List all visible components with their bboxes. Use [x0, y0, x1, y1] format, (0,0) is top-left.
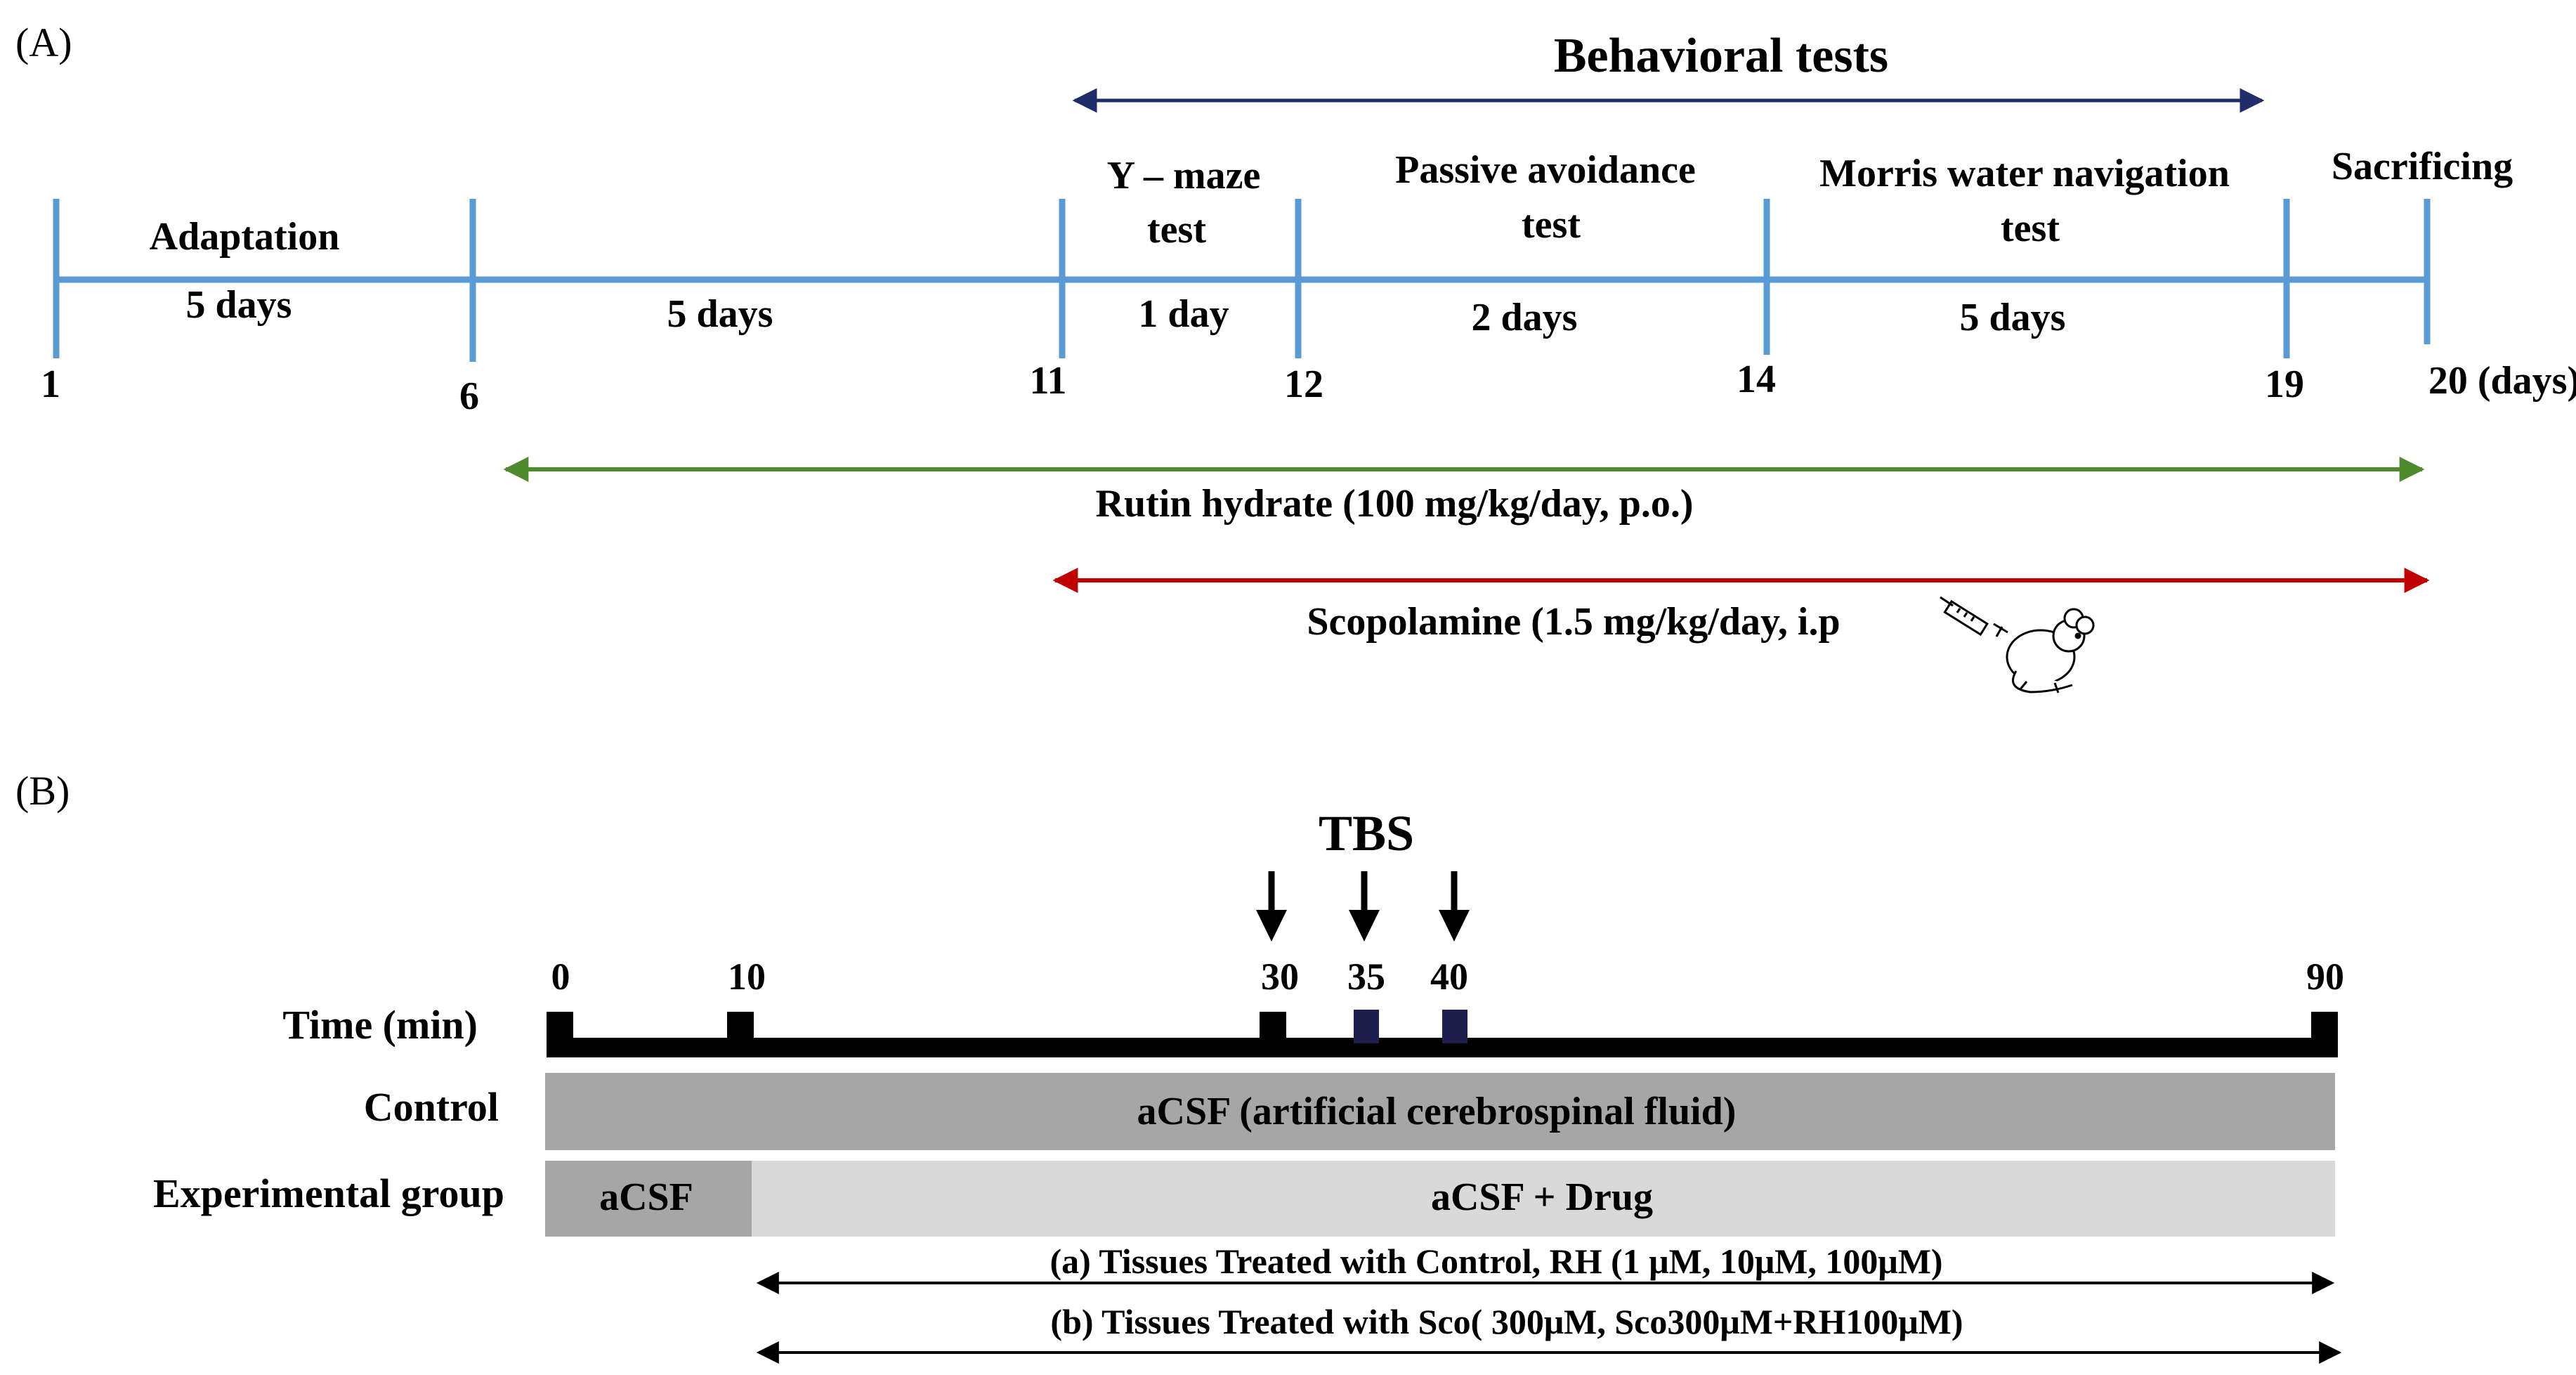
phase-passive-avoidance-label-1: Passive avoidance: [1395, 148, 1696, 192]
time-marker-0: [547, 1012, 573, 1057]
phase-passive-avoidance-label-2: test: [1522, 203, 1581, 247]
time-marker-30: [1260, 1012, 1286, 1057]
tbs-title: TBS: [1319, 805, 1414, 861]
experimental-acsf-block: [545, 1161, 752, 1237]
rutin-label: Rutin hydrate (100 mg/kg/day, p.o.): [1096, 482, 1694, 526]
day-label-14: 14: [1737, 358, 1776, 401]
tbs-arrows: [1268, 871, 1458, 917]
phase-ymaze-label-1: Y – maze: [1107, 154, 1261, 197]
day-label-20: 20 (days): [2428, 359, 2576, 403]
time-marker-40: [1442, 1010, 1467, 1043]
tbs-arrowhead-40: [1439, 910, 1470, 941]
control-group-label: Control: [364, 1084, 499, 1130]
control-bar: [545, 1073, 2335, 1150]
day-label-6: 6: [459, 374, 479, 418]
treatment-b-label: (b) Tissues Treated with Sco( 300μM, Sco…: [1050, 1302, 1963, 1341]
panel-b-label: (B): [15, 768, 70, 814]
time-label-0: 0: [551, 956, 570, 998]
phase-passive-avoidance-duration: 2 days: [1472, 296, 1578, 339]
time-label-30: 30: [1261, 956, 1299, 998]
tbs-arrowhead-30: [1256, 910, 1287, 941]
day-label-1: 1: [41, 363, 60, 406]
behavioral-tests-title: Behavioral tests: [1554, 29, 1888, 83]
phase-morris-label-2: test: [2001, 207, 2060, 250]
time-label-35: 35: [1347, 956, 1385, 998]
phase-adaptation-duration: 5 days: [186, 283, 292, 327]
time-marker-10: [727, 1012, 754, 1057]
phase-ymaze-duration: 1 day: [1138, 292, 1229, 336]
phase-morris-duration: 5 days: [1960, 296, 2066, 339]
time-label-90: 90: [2306, 956, 2344, 998]
treatment-a-label: (a) Tissues Treated with Control, RH (1 …: [1050, 1242, 1942, 1281]
panel-a-label: (A): [15, 20, 72, 65]
phase-adaptation-label: Adaptation: [150, 215, 340, 259]
time-axis-label: Time (min): [282, 1002, 478, 1048]
day-label-19: 19: [2265, 363, 2304, 406]
phase-morris-label-1: Morris water navigation: [1819, 152, 2230, 195]
experimental-drug-text: aCSF + Drug: [1431, 1175, 1653, 1219]
experimental-acsf-text: aCSF: [599, 1175, 693, 1219]
mouse-icon: [2006, 608, 2095, 693]
day-label-12: 12: [1284, 363, 1323, 406]
phase-treatment-duration: 5 days: [667, 292, 773, 336]
day-label-11: 11: [1030, 359, 1067, 403]
timeline-ticks: [53, 199, 2431, 362]
time-label-40: 40: [1430, 956, 1468, 998]
time-label-10: 10: [728, 956, 766, 998]
phase-sacrificing-label: Sacrificing: [2332, 145, 2513, 188]
phase-ymaze-label-2: test: [1147, 208, 1206, 252]
syringe-icon: [1940, 596, 2008, 637]
experimental-group-label: Experimental group: [153, 1171, 504, 1216]
control-bar-text: aCSF (artificial cerebrospinal fluid): [1137, 1090, 1737, 1133]
time-marker-90: [2311, 1012, 2338, 1057]
scopolamine-label: Scopolamine (1.5 mg/kg/day, i.p: [1307, 600, 1840, 644]
experimental-drug-bar: [752, 1161, 2335, 1237]
tbs-arrowhead-35: [1349, 910, 1380, 941]
time-markers: [547, 1010, 2338, 1057]
time-marker-35: [1354, 1010, 1379, 1043]
